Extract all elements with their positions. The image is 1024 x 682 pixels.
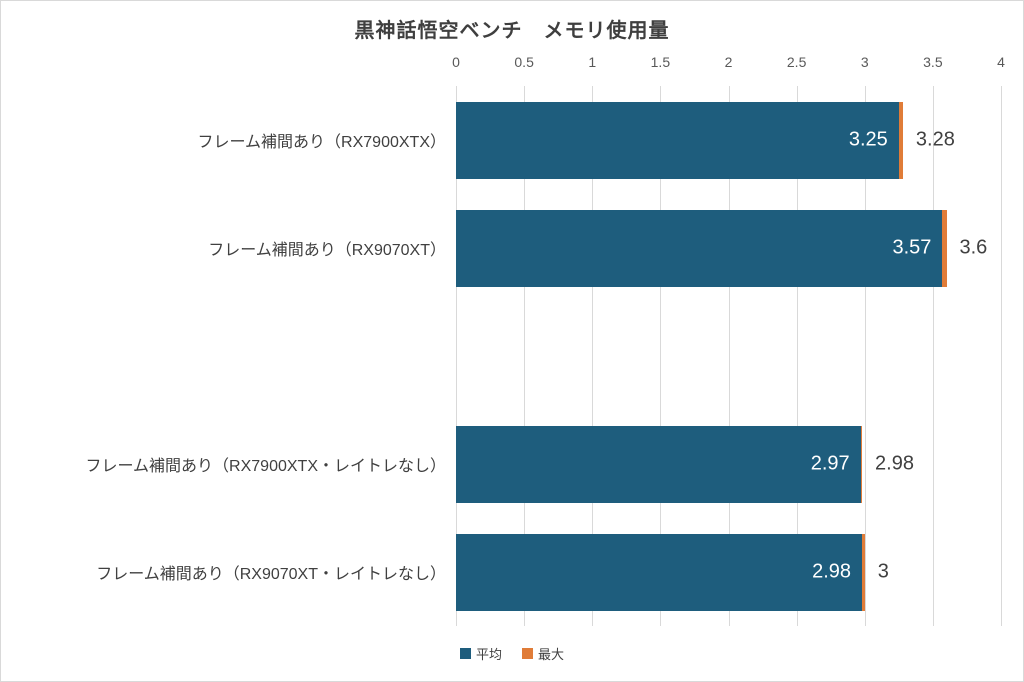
x-axis-tick-label: 2.5 <box>786 54 807 70</box>
x-axis-tick-label: 3.5 <box>923 54 943 70</box>
legend-entry-平均: 平均 <box>459 644 502 663</box>
bar-average <box>456 101 899 179</box>
chart-title: 黒神話悟空ベンチ メモリ使用量 <box>354 20 670 42</box>
category-label: フレーム補間あり（RX7900XTX・レイトレなし） <box>85 458 446 475</box>
gridline <box>796 86 798 626</box>
x-axis-tick-label: 3 <box>860 54 869 70</box>
x-axis-tick-label: 0 <box>452 54 460 70</box>
x-axis-tick-label: 0.5 <box>514 54 534 70</box>
gridline <box>524 86 526 626</box>
category-label: フレーム補間あり（RX9070XT） <box>208 242 446 259</box>
gridline <box>1001 86 1002 626</box>
value-label-average: 3.57 <box>892 236 932 259</box>
value-label-max: 3 <box>877 560 889 583</box>
x-axis-tick-label: 1 <box>588 54 597 70</box>
x-axis-tick-label: 1.5 <box>650 54 671 70</box>
legend: 平均 最大 <box>1 644 1023 663</box>
legend-label: 平均 <box>475 647 502 662</box>
value-label-average: 2.97 <box>810 452 850 475</box>
category-label: フレーム補間あり（RX7900XTX） <box>197 134 446 151</box>
gridline <box>592 86 594 626</box>
x-axis-tick-label: 4 <box>997 54 1005 70</box>
gridline <box>728 86 730 626</box>
bar-average <box>456 533 863 611</box>
bar-average <box>456 425 861 503</box>
gridline <box>864 86 866 626</box>
value-label-max: 3.28 <box>915 128 955 151</box>
category-label: フレーム補間あり（RX9070XT・レイトレなし） <box>96 566 446 583</box>
legend-swatch-icon <box>522 648 533 659</box>
gridline <box>660 86 662 626</box>
gridline <box>456 86 457 626</box>
gridline <box>932 86 934 626</box>
legend-swatch-icon <box>459 648 471 659</box>
value-label-average: 3.25 <box>848 128 888 151</box>
x-axis-tick-label: 2 <box>724 54 733 70</box>
bar-average <box>456 209 943 287</box>
value-label-average: 2.98 <box>812 560 852 583</box>
value-label-max: 3.6 <box>959 236 988 259</box>
value-label-max: 2.98 <box>875 452 914 475</box>
legend-entry-最大: 最大 <box>522 644 564 663</box>
legend-label: 最大 <box>538 647 565 662</box>
